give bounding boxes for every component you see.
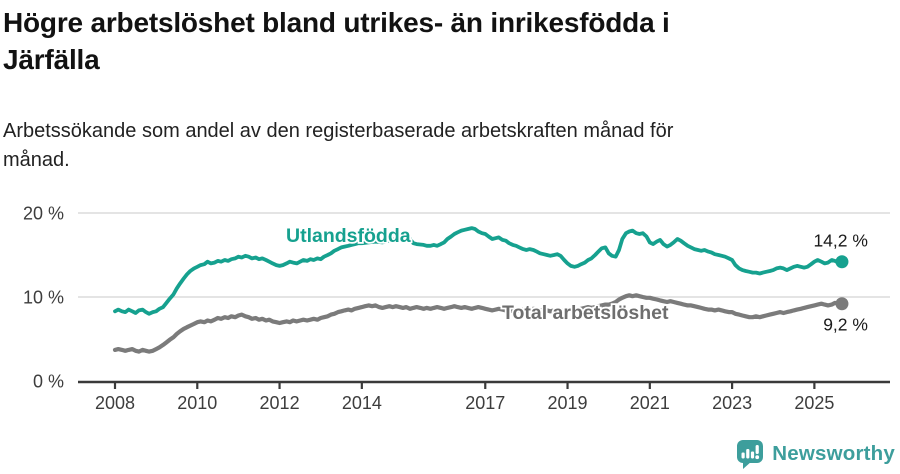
series-label-total: Total arbetslöshet xyxy=(502,302,669,324)
title-line-1: Högre arbetslöshet bland utrikes- än inr… xyxy=(3,7,670,38)
series-label-utlandsfodda: Utlandsfödda xyxy=(286,225,411,247)
end-dot-total xyxy=(835,297,849,311)
x-tick-label: 2008 xyxy=(95,393,135,413)
y-tick-label: 20 % xyxy=(23,204,64,224)
chart-subtitle: Arbetssökande som andel av den registerb… xyxy=(3,117,843,175)
x-tick-label: 2017 xyxy=(465,393,505,413)
subtitle-line-1: Arbetssökande som andel av den registerb… xyxy=(3,120,674,142)
x-tick-label: 2014 xyxy=(342,393,382,413)
subtitle-line-2: månad. xyxy=(3,149,70,171)
y-tick-label: 10 % xyxy=(23,288,64,308)
y-tick-label: 0 % xyxy=(33,372,64,392)
x-tick-label: 2019 xyxy=(548,393,588,413)
page-title: Högre arbetslöshet bland utrikes- än inr… xyxy=(3,4,843,78)
x-tick-label: 2021 xyxy=(630,393,670,413)
x-tick-label: 2012 xyxy=(260,393,300,413)
title-line-2: Järfälla xyxy=(3,44,100,75)
x-tick-label: 2010 xyxy=(177,393,217,413)
brand-name: Newsworthy xyxy=(772,442,895,465)
newsworthy-logo: Newsworthy xyxy=(736,439,895,469)
end-value-label-total: 9,2 % xyxy=(823,315,868,335)
series-line-utlandsfodda xyxy=(113,226,844,316)
end-dot-utlandsfodda xyxy=(835,255,849,269)
end-value-label-utlandsfodda: 14,2 % xyxy=(813,231,867,251)
x-tick-label: 2023 xyxy=(712,393,752,413)
x-tick-label: 2025 xyxy=(794,393,834,413)
bar-chart-speech-bubble-icon xyxy=(737,440,764,469)
series-line-total xyxy=(112,293,845,354)
